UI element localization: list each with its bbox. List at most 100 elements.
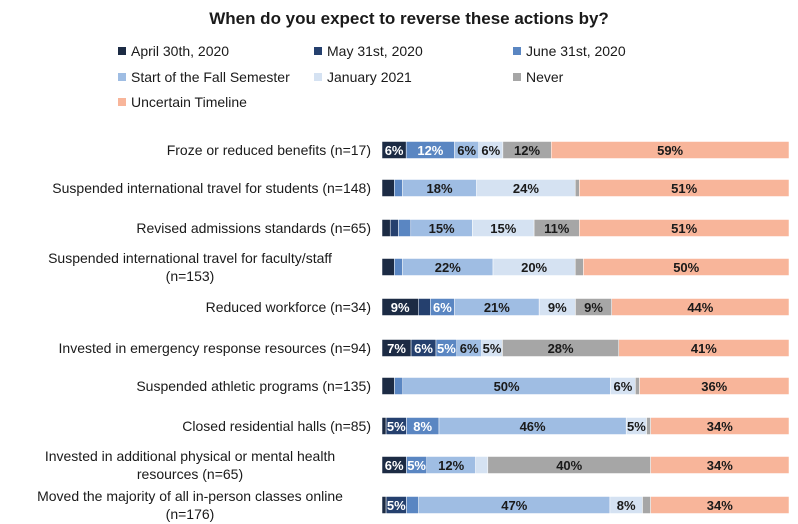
category-label: Suspended international travel for stude… [52,180,371,196]
data-label: 5% [437,341,456,356]
bar-segment-uncertain-timeline [639,377,790,395]
data-label: 47% [501,498,527,513]
category-label: Suspended international travel for facul… [48,250,332,284]
data-label: 7% [387,341,406,356]
category-label: Suspended athletic programs (n=135) [136,378,371,394]
legend-swatch-never [513,73,521,81]
bar-segment-january-2021 [475,456,489,474]
category-label: Invested in additional physical or menta… [45,448,335,482]
data-label: 12% [514,143,540,158]
legend-label-may-31st-2020: May 31st, 2020 [327,43,423,59]
data-label: 24% [513,181,539,196]
data-label: 18% [427,181,453,196]
bar-segment-june-31st-2020 [398,219,412,237]
legend: April 30th, 2020 May 31st, 2020 June 31st,… [118,43,626,110]
legend-swatch-start-of-the-fall-semester [118,73,126,81]
bar-segment-april-30th-2020 [381,258,395,276]
data-label: 5% [387,498,406,513]
legend-label-start-of-the-fall-semester: Start of the Fall Semester [131,69,290,85]
data-label: 50% [494,379,520,394]
value-labels: 6% 12% 6% 6% 12% 59% 18% 24% 51% 15% 15% 11% 51% 22% 2… [385,143,734,513]
bar-segment-april-30th-2020 [381,219,391,237]
legend-swatch-uncertain-timeline [118,98,126,106]
category-labels: Froze or reduced benefits (n=17) Suspende… [37,142,371,522]
data-label: 6% [460,341,479,356]
bar-segment-may-31st-2020 [418,298,431,316]
data-label: 21% [484,300,510,315]
category-label: Moved the majority of all in-person clas… [37,488,343,522]
legend-swatch-january-2021 [314,73,322,81]
data-label: 6% [433,300,452,315]
data-label: 5% [407,458,426,473]
legend-swatch-april-30th-2020 [118,47,126,55]
data-label: 15% [490,221,516,236]
legend-label-never: Never [526,69,564,85]
bar-segment-uncertain-timeline [611,298,790,316]
data-label: 11% [544,221,570,236]
category-label: Closed residential halls (n=85) [182,418,371,434]
bar-segment-april-30th-2020 [381,496,387,514]
data-label: 12% [417,143,443,158]
data-label: 22% [435,260,461,275]
data-label: 5% [387,419,406,434]
bar-segment-april-30th-2020 [381,377,395,395]
chart-title: When do you expect to reverse these acti… [209,9,609,28]
bar-segment-april-30th-2020 [381,179,395,197]
bars [381,141,790,514]
legend-swatch-may-31st-2020 [314,47,322,55]
bar-segment-june-31st-2020 [394,258,403,276]
bar-segment-never [574,179,580,197]
data-label: 59% [657,143,683,158]
data-label: 34% [707,498,733,513]
data-label: 41% [691,341,717,356]
data-label: 50% [673,260,699,275]
bar-segment-never [574,258,584,276]
bar-segment-uncertain-timeline [551,141,790,159]
data-label: 36% [701,379,727,394]
legend-label-april-30th-2020: April 30th, 2020 [131,43,229,59]
data-label: 6% [457,143,476,158]
data-label: 6% [481,143,500,158]
bar-segment-uncertain-timeline [650,417,790,435]
category-label: Revised admissions standards (n=65) [136,220,371,236]
data-label: 6% [414,341,433,356]
legend-label-uncertain-timeline: Uncertain Timeline [131,94,247,110]
data-label: 9% [391,300,410,315]
data-label: 9% [584,300,603,315]
category-label: Froze or reduced benefits (n=17) [167,142,371,158]
data-label: 51% [671,221,697,236]
data-label: 6% [613,379,632,394]
bar-segment-never [635,377,640,395]
bar-segment-june-31st-2020 [406,496,419,514]
data-label: 51% [671,181,697,196]
legend-label-june-31st-2020: June 31st, 2020 [526,43,626,59]
data-label: 44% [687,300,713,315]
bar-segment-uncertain-timeline [618,339,790,357]
legend-swatch-june-31st-2020 [513,47,521,55]
category-label: Reduced workforce (n=34) [206,299,371,315]
bar-segment-may-31st-2020 [389,219,399,237]
data-label: 8% [413,419,432,434]
bar-segment-june-31st-2020 [394,179,403,197]
bar-segment-uncertain-timeline [579,179,790,197]
bar-segment-uncertain-timeline [650,496,790,514]
data-label: 40% [556,458,582,473]
data-label: 9% [548,300,567,315]
bar-segment-never [642,496,651,514]
category-label: Invested in emergency response resources… [59,340,371,356]
legend-label-january-2021: January 2021 [327,69,412,85]
bar-segment-uncertain-timeline [579,219,790,237]
data-label: 20% [521,260,547,275]
data-label: 6% [385,143,404,158]
data-label: 46% [520,419,546,434]
data-label: 34% [707,458,733,473]
data-label: 5% [627,419,646,434]
data-label: 6% [385,458,404,473]
bar-segment-april-30th-2020 [381,417,387,435]
data-label: 12% [438,458,464,473]
bar-segment-never [646,417,651,435]
bar-segment-june-31st-2020 [394,377,404,395]
data-label: 5% [483,341,502,356]
bar-segment-uncertain-timeline [583,258,790,276]
